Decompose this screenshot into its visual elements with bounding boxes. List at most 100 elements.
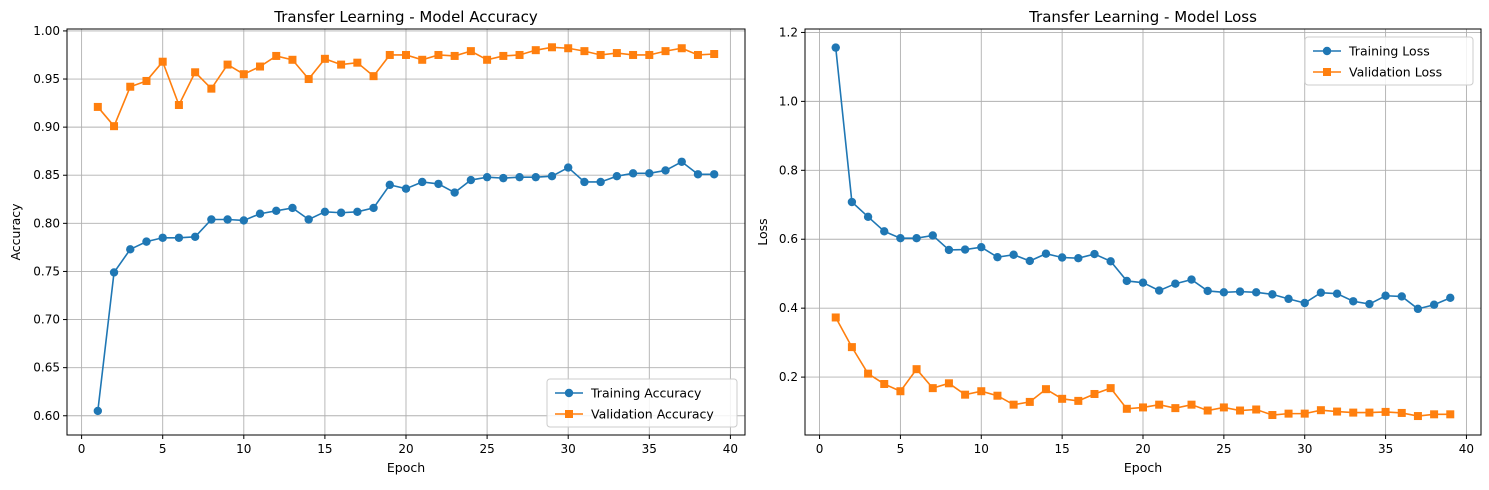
data-point (174, 101, 183, 110)
data-point (1429, 300, 1439, 309)
data-point (880, 227, 889, 236)
data-point (1203, 286, 1212, 296)
data-point (93, 102, 102, 111)
series-training-accuracy (93, 157, 719, 416)
data-point (596, 177, 605, 187)
data-point (369, 203, 378, 213)
data-point (1090, 389, 1099, 398)
data-point (1430, 410, 1439, 419)
data-point (710, 50, 719, 59)
data-point (531, 46, 540, 55)
chart-title: Transfer Learning - Model Accuracy (273, 8, 538, 26)
data-point (1397, 292, 1406, 301)
data-point (401, 184, 411, 193)
data-point (1074, 253, 1083, 263)
data-point (207, 215, 216, 224)
x-tick-label: 10 (236, 442, 251, 456)
x-tick-label: 20 (398, 442, 413, 456)
data-point (596, 50, 605, 59)
data-point (1413, 412, 1422, 421)
data-point (1122, 404, 1131, 413)
data-point (1139, 403, 1147, 412)
legend-entry: Training Accuracy (555, 386, 702, 401)
data-point (564, 163, 573, 172)
chart-title: Transfer Learning - Model Loss (1028, 8, 1257, 26)
data-point (1009, 250, 1018, 259)
data-point (288, 55, 297, 64)
data-point (831, 43, 840, 52)
x-tick-label: 25 (1216, 442, 1231, 456)
legend-label: Training Accuracy (590, 386, 702, 401)
data-point (693, 170, 703, 179)
data-point (1106, 257, 1115, 266)
data-point (831, 313, 840, 322)
data-point (1316, 406, 1325, 415)
y-axis-label: Accuracy (8, 203, 23, 261)
data-point (126, 245, 135, 254)
data-point (207, 84, 216, 93)
data-point (1203, 406, 1212, 415)
data-point (580, 177, 589, 187)
data-point (158, 57, 167, 66)
legend-label: Training Loss (1348, 44, 1430, 59)
y-tick-label: 1.00 (33, 24, 60, 38)
data-point (110, 122, 119, 131)
data-point (320, 54, 329, 63)
data-point (612, 171, 622, 181)
data-point (1154, 286, 1164, 295)
data-point (434, 179, 443, 189)
legend-label: Validation Accuracy (591, 407, 714, 422)
data-point (1332, 289, 1342, 298)
data-point (158, 233, 167, 242)
data-point (1333, 407, 1342, 416)
data-point (993, 391, 1002, 400)
data-point (677, 157, 686, 166)
data-point (1057, 253, 1067, 262)
data-point (1106, 384, 1115, 393)
data-point (1252, 405, 1261, 414)
data-point (223, 60, 232, 69)
legend-box (546, 378, 738, 428)
data-point (142, 76, 151, 85)
data-point (1349, 408, 1358, 417)
data-point (661, 166, 670, 175)
data-point (1219, 403, 1228, 412)
data-point (1381, 291, 1390, 300)
data-point (1009, 400, 1018, 409)
data-point (1413, 304, 1423, 314)
x-tick-label: 35 (1378, 442, 1393, 456)
data-point (142, 237, 151, 246)
x-tick-label: 0 (78, 442, 86, 456)
data-point (499, 51, 508, 60)
data-point (977, 387, 986, 396)
data-point (1171, 404, 1180, 413)
data-point (896, 234, 905, 243)
data-point (191, 68, 200, 77)
data-point (1090, 249, 1099, 259)
x-tick-label: 30 (1297, 442, 1312, 456)
data-point (531, 172, 540, 182)
legend-marker (1322, 46, 1332, 56)
legend: Training Accuracy Validation Accuracy (546, 378, 738, 428)
x-tick-label: 40 (1459, 442, 1474, 456)
y-tick-label: 0.6 (779, 232, 798, 246)
data-point (515, 50, 524, 59)
data-point (126, 82, 135, 91)
y-tick-label: 0.8 (779, 163, 798, 177)
legend-marker (564, 388, 574, 398)
data-point (677, 44, 686, 53)
chart-panel-1: 0 5 10 15 20 25 30 35 40 0.60 0.65 0.70 0.75 0.80 0.85… (8, 8, 746, 475)
x-tick-label: 20 (1135, 442, 1150, 456)
data-point (961, 390, 970, 399)
data-point (1041, 249, 1051, 258)
data-point (709, 170, 719, 179)
x-axis-label: Epoch (1124, 460, 1162, 475)
data-point (1300, 409, 1309, 418)
y-tick-label: 0.95 (33, 72, 60, 86)
data-point (385, 50, 394, 59)
y-tick-label: 0.75 (33, 264, 60, 278)
data-point (418, 177, 427, 187)
data-point (450, 188, 459, 197)
data-point (1268, 411, 1277, 420)
data-point (482, 172, 492, 182)
